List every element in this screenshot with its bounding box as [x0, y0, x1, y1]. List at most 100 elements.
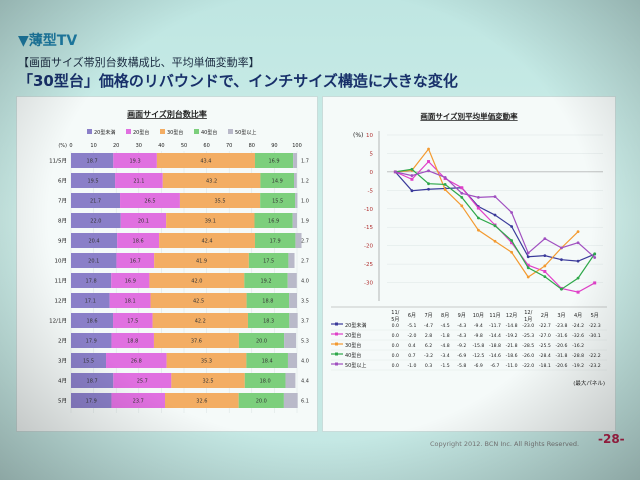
data-point: [510, 250, 514, 254]
y-unit-label: (%): [58, 143, 67, 149]
data-label: 17.9: [270, 239, 281, 245]
table-cell: 2.8: [425, 333, 432, 339]
bar-segment: [71, 233, 118, 248]
data-label: 42.4: [201, 239, 212, 245]
table-cell: -4.3: [457, 323, 466, 329]
legend-label: 20型台: [133, 129, 149, 136]
bar-segment: [71, 293, 110, 308]
table-cell: -5.1: [407, 323, 416, 329]
data-point: [427, 187, 430, 191]
data-point: [526, 255, 530, 259]
bar-segment: [159, 233, 255, 248]
table-cell: -28.4: [539, 353, 551, 359]
bar-segment: [292, 213, 297, 228]
data-point: [410, 167, 414, 171]
bar-segment: [71, 333, 112, 348]
bar-segment: [294, 173, 297, 188]
bar-segment: [71, 153, 114, 168]
bar-segment: [293, 153, 297, 168]
data-point: [510, 211, 514, 214]
bar-segment: [287, 353, 297, 368]
table-cell: -28.5: [522, 343, 534, 349]
data-label: 2.7: [301, 259, 309, 265]
data-point: [460, 195, 464, 199]
category-label: 8月: [58, 218, 67, 225]
x-tick-label: 30: [136, 143, 142, 149]
data-point: [510, 225, 514, 228]
table-col-label: 4月: [574, 313, 582, 319]
table-note: (最大パネル): [573, 379, 605, 387]
data-point: [543, 269, 547, 273]
data-label: 39.1: [205, 219, 216, 225]
data-label: 19.2: [260, 279, 271, 285]
bar-segment: [111, 273, 150, 288]
data-point: [493, 224, 497, 228]
table-cell: 0.0: [392, 333, 399, 339]
table-cell: -31.8: [556, 353, 568, 359]
bar-segment: [150, 293, 247, 308]
data-label: 25.7: [137, 379, 148, 385]
data-label: 1.0: [301, 199, 309, 205]
table-col-label: 11月: [489, 313, 500, 319]
table-cell: -6.9: [457, 353, 466, 359]
bar-segment: [115, 173, 163, 188]
bar-segment: [71, 313, 114, 328]
y-tick-label: -25: [364, 262, 373, 268]
x-tick-label: 20: [113, 143, 119, 149]
table-cell: -15.8: [472, 343, 484, 349]
x-tick-label: 100: [292, 143, 302, 149]
bar-segment: [166, 213, 255, 228]
legend-swatch: [228, 129, 233, 134]
data-point: [460, 186, 464, 190]
table-cell: 0.4: [408, 343, 415, 349]
data-point: [427, 169, 430, 173]
data-label: 35.5: [214, 199, 225, 205]
x-tick-label: 40: [158, 143, 164, 149]
category-label: 6月: [58, 178, 67, 185]
x-tick-label: 90: [271, 143, 277, 149]
bar-segment: [71, 173, 116, 188]
category-label: 10月: [55, 258, 68, 265]
table-cell: -4.7: [424, 323, 433, 329]
x-tick-label: 10: [90, 143, 96, 149]
bar-segment: [283, 393, 298, 408]
table-col-label: 9月: [458, 313, 466, 319]
table-cell: -11.7: [489, 323, 501, 329]
legend-marker: [335, 352, 338, 356]
data-label: 18.0: [260, 379, 271, 385]
table-cell: -22.7: [539, 323, 551, 329]
category-label: 5月: [58, 398, 67, 405]
data-point: [560, 258, 563, 262]
data-label: 41.9: [196, 259, 207, 265]
table-cell: -20.6: [556, 343, 568, 349]
data-point: [493, 239, 497, 243]
data-point: [476, 216, 480, 220]
table-cell: -23.0: [522, 323, 534, 329]
table-cell: -6.9: [474, 363, 483, 369]
data-point: [576, 276, 580, 280]
table-cell: 0.0: [392, 353, 399, 359]
table-cell: -30.1: [589, 333, 601, 339]
legend-label: 20型台: [345, 332, 361, 339]
bar-segment: [260, 193, 296, 208]
data-label: 17.9: [86, 399, 97, 405]
table-cell: -2.0: [407, 333, 416, 339]
bar-segment: [113, 313, 153, 328]
legend-swatch: [126, 129, 131, 134]
data-label: 17.8: [86, 279, 97, 285]
table-cell: -22.0: [522, 363, 534, 369]
legend-marker: [335, 342, 338, 346]
data-label: 18.8: [262, 299, 273, 305]
bar-segment: [106, 353, 167, 368]
bar-chart: 画面サイズ別台数比率 20型未満 20型台 30型台 40型台 50型以上 (%) 0 10 20…: [49, 109, 309, 413]
legend-label: 50型以上: [235, 129, 256, 136]
table-cell: -4.3: [457, 333, 466, 339]
table-cell: -23.2: [589, 363, 601, 369]
slide-subtitle: 【画面サイズ帯別台数構成比、平均単価変動率】: [18, 56, 260, 69]
table-col-label: 2月: [541, 313, 549, 319]
table-col-label: 5月: [591, 313, 599, 319]
y-tick-label: 5: [370, 151, 374, 157]
legend-swatch: [87, 129, 92, 134]
data-point: [543, 275, 547, 279]
data-label: 18.3: [263, 319, 274, 325]
